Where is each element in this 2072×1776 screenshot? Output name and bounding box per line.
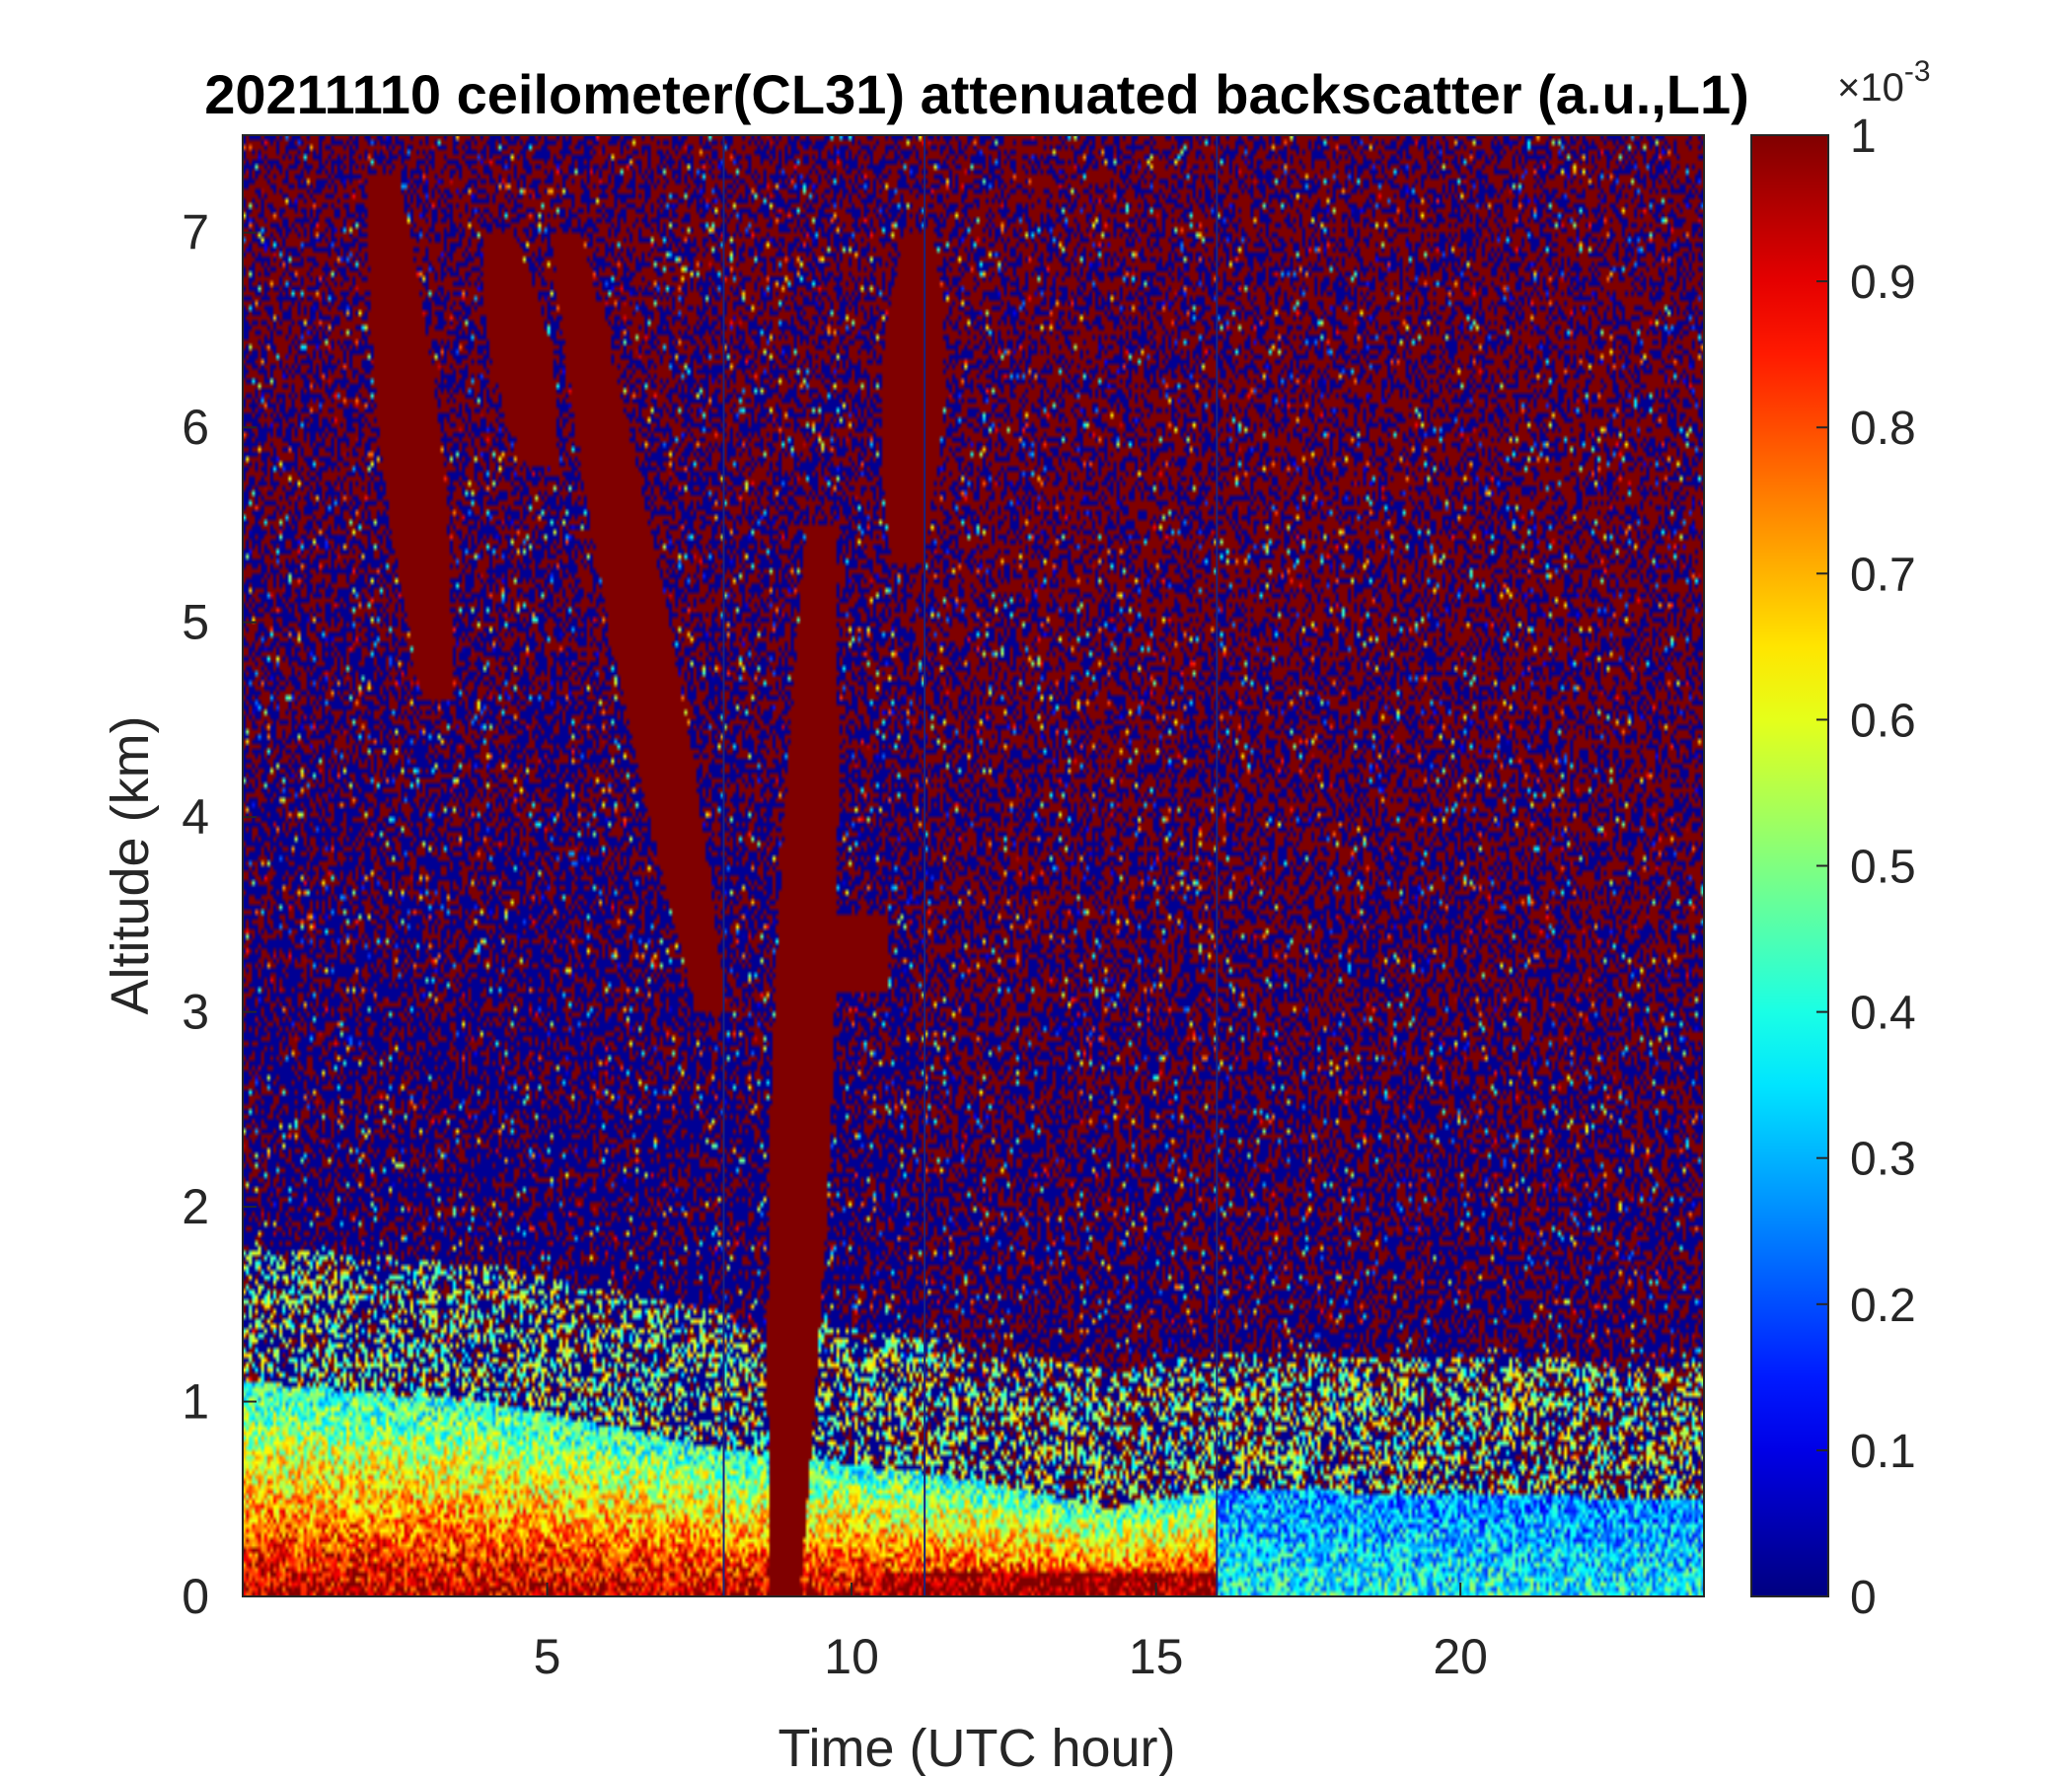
- colorbar-tick-label: 0.8: [1850, 403, 1916, 455]
- x-tick-label: 20: [1433, 1629, 1488, 1684]
- x-tick-label: 10: [824, 1629, 879, 1684]
- y-tick-label: 6: [182, 400, 209, 455]
- plot-frame: [242, 134, 1705, 1597]
- instrument-break-lines: [722, 135, 1219, 1596]
- y-tick-label: 4: [182, 789, 209, 845]
- colorbar-tick-label: 0.6: [1850, 695, 1916, 747]
- colorbar-ticks: 0 0.1 0.2 0.3 0.4 0.5 0.6 0.7 0.8 0.9 1: [1816, 111, 1916, 1624]
- colorbar-tick-label: 1: [1850, 111, 1877, 163]
- colorbar-tick-label: 0.9: [1850, 257, 1916, 309]
- y-tick-label: 0: [182, 1569, 209, 1624]
- heatmap-area: [242, 134, 1705, 1597]
- colorbar-tick-label: 0.1: [1850, 1426, 1916, 1478]
- y-tick-label: 5: [182, 595, 209, 650]
- y-tick-label: 2: [182, 1179, 209, 1234]
- colorbar-tick-label: 0.4: [1850, 988, 1916, 1040]
- y-axis: 0 1 2 3 4 5 6 7: [182, 205, 257, 1624]
- colorbar-tick-label: 0.5: [1850, 842, 1916, 894]
- colorbar-exponent-power: -3: [1904, 55, 1931, 88]
- x-tick-label: 5: [534, 1629, 561, 1684]
- x-axis-label: Time (UTC hour): [777, 1719, 1175, 1776]
- y-tick-label: 1: [182, 1374, 209, 1430]
- y-tick-label: 7: [182, 205, 209, 260]
- y-axis-label: Altitude (km): [101, 715, 160, 1014]
- x-tick-label: 15: [1129, 1629, 1184, 1684]
- colorbar-tick-label: 0: [1850, 1572, 1877, 1624]
- colorbar-exponent: ×10-3: [1837, 55, 1931, 110]
- colorbar: 0 0.1 0.2 0.3 0.4 0.5 0.6 0.7 0.8 0.9 1 ×10-3: [1750, 55, 1931, 1624]
- colorbar-tick-label: 0.3: [1850, 1134, 1916, 1186]
- chart-title: 20211110 ceilometer(CL31) attenuated bac…: [204, 63, 1749, 125]
- y-tick-label: 3: [182, 985, 209, 1040]
- colorbar-gradient: [1751, 135, 1828, 1596]
- colorbar-tick-label: 0.7: [1850, 549, 1916, 601]
- colorbar-tick-label: 0.2: [1850, 1280, 1916, 1332]
- backscatter-heatmap: [243, 135, 1704, 1596]
- colorbar-exponent-base: ×10: [1837, 66, 1904, 110]
- x-axis: 5 10 15 20: [534, 1583, 1488, 1684]
